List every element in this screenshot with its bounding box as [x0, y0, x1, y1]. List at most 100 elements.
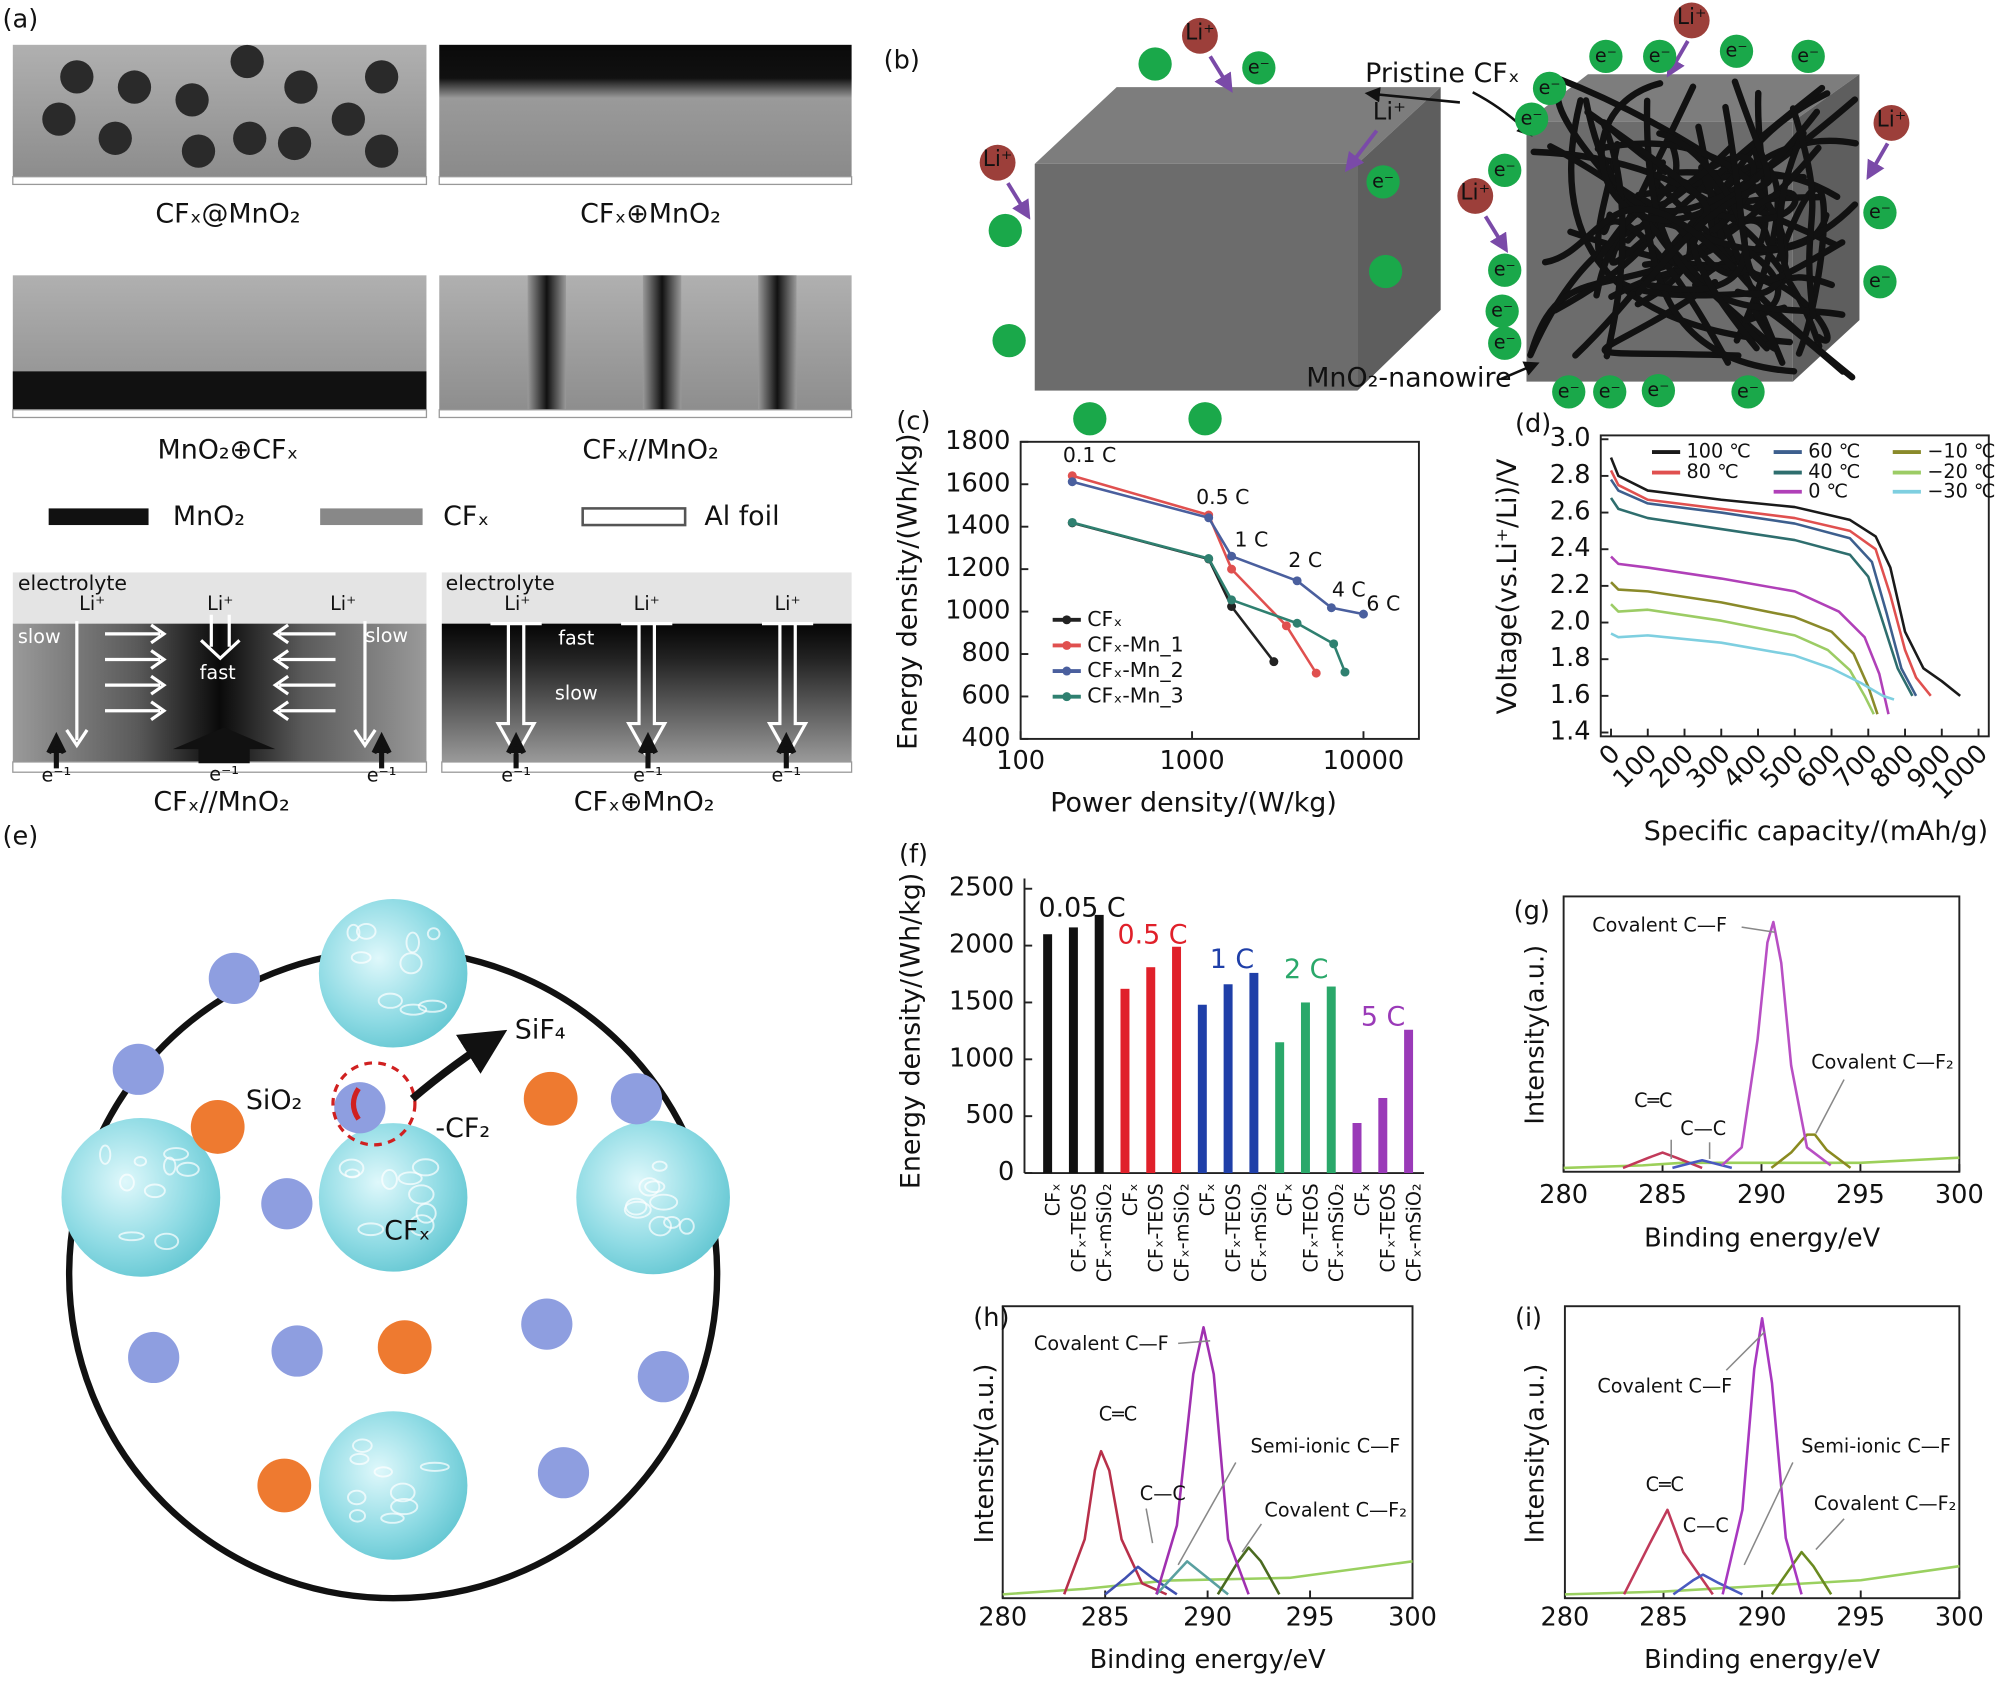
mno2-particle	[230, 44, 264, 79]
plot-frame	[1562, 895, 1961, 1173]
sphere-texture	[408, 1214, 435, 1237]
sphere-texture	[419, 1461, 450, 1472]
sio2-particle	[208, 952, 260, 1004]
x-axis-label: Binding energy/eV	[1644, 1645, 1881, 1675]
schematic-label: electrolyte	[446, 571, 555, 595]
sphere-texture	[408, 1184, 435, 1205]
ion-arrow	[105, 623, 167, 645]
series-line	[1610, 603, 1875, 715]
y-tick-label: 1500	[949, 986, 1014, 1016]
series-line	[1610, 555, 1890, 715]
electron-label: e⁻	[1494, 258, 1516, 281]
series-line	[1155, 1560, 1229, 1596]
annotation: Covalent C—F₂	[1811, 1050, 1953, 1073]
schematic-label: Li⁺	[330, 592, 356, 615]
leader-line	[1241, 1523, 1263, 1553]
legend-marker	[1062, 666, 1072, 676]
x-tick-label: CFₓ-mSiO₂	[1402, 1183, 1425, 1282]
cube-top	[1526, 74, 1860, 122]
electron-label: e⁻	[1521, 107, 1543, 130]
group-label: 1 C	[1210, 944, 1254, 975]
electron	[1514, 102, 1549, 136]
annotation: 2 C	[1288, 548, 1322, 572]
x-tick-label: 300	[1935, 1180, 1984, 1210]
annotation: C═C	[1099, 1403, 1137, 1426]
electron-arrow	[46, 731, 67, 769]
mno2-band	[758, 275, 797, 410]
x-axis-label: Power density/(W/kg)	[1050, 788, 1337, 819]
bar	[1043, 934, 1053, 1174]
y-tick-label: 2.0	[1550, 607, 1591, 637]
y-tick-label: 1200	[945, 553, 1010, 583]
legend-label: CFₓ	[1087, 607, 1122, 631]
annotation: C—C	[1680, 1117, 1726, 1140]
series-line	[1609, 497, 1914, 697]
legend-swatch	[581, 507, 687, 527]
schematic-label: slow	[555, 682, 598, 705]
y-tick-label: 1000	[949, 1043, 1014, 1073]
series-line	[1609, 457, 1961, 697]
annotation: Covalent C—F	[1597, 1374, 1732, 1397]
data-point	[1358, 609, 1368, 619]
panel-label: (d)	[1515, 409, 1551, 439]
sphere-texture	[346, 923, 361, 942]
electron-label: e⁻	[1558, 379, 1580, 402]
sio2-particle	[334, 1082, 386, 1134]
sphere-texture	[163, 1156, 177, 1176]
sphere-texture	[648, 1215, 672, 1237]
lithium-ion	[1873, 105, 1910, 141]
y-tick-label: 2.6	[1550, 497, 1591, 527]
panel-label: (a)	[3, 4, 39, 34]
schematic-label: e⁻¹	[367, 764, 397, 787]
leader-line	[1743, 1462, 1794, 1566]
al-foil	[438, 409, 853, 419]
ion-label: Li⁺	[1460, 180, 1490, 205]
electron	[1138, 47, 1172, 81]
ion-arrow	[199, 614, 241, 661]
sphere-texture	[352, 1438, 373, 1453]
diagram-label: SiO₂	[246, 1085, 302, 1116]
y-tick-label: 1.8	[1550, 643, 1591, 673]
y-tick-label: 500	[965, 1100, 1014, 1130]
bar	[1275, 1042, 1285, 1174]
nanowire	[1789, 105, 1817, 319]
sphere-texture	[651, 1160, 668, 1172]
electron	[1791, 39, 1825, 73]
bar	[1146, 967, 1156, 1174]
x-tick-label: 280	[1539, 1180, 1588, 1210]
series-line	[1609, 469, 1932, 697]
callout: MnO₂-nanowire	[1306, 363, 1511, 394]
x-tick-label: 290	[1183, 1603, 1232, 1633]
x-tick-label: 10000	[1323, 746, 1404, 776]
cube-top	[1034, 87, 1441, 164]
x-tick-label: CFₓ	[1042, 1183, 1065, 1216]
sphere-texture	[663, 1215, 681, 1229]
nanowire	[1541, 205, 1736, 271]
lithium-ion	[979, 144, 1016, 181]
annotation: Covalent C—F₂	[1814, 1492, 1956, 1515]
series-line	[1770, 1550, 1833, 1596]
data-point	[1227, 564, 1237, 574]
x-tick-label: CFₓ-TEOS	[1377, 1183, 1400, 1272]
electron-label: e⁻	[1595, 44, 1617, 67]
y-tick-label: 400	[962, 723, 1011, 753]
legend-label: CFₓ-Mn_1	[1087, 632, 1183, 657]
fluoride-particle	[523, 1071, 578, 1126]
electrolyte	[12, 572, 427, 624]
data-point	[1329, 639, 1339, 649]
sphere-texture	[357, 1222, 385, 1237]
nanowire	[1775, 185, 1828, 357]
electron-label: e⁻	[1491, 299, 1513, 322]
ion-arrow	[1006, 182, 1031, 220]
ion-label: Li⁺	[1185, 20, 1215, 45]
x-tick-label: 285	[1638, 1180, 1687, 1210]
reaction-mark	[350, 1087, 361, 1121]
cube-side	[1357, 87, 1441, 391]
cfx-sphere	[318, 1411, 468, 1560]
mno2-particle	[277, 126, 312, 161]
group-label: 2 C	[1284, 954, 1328, 985]
x-tick-label: CFₓ-mSiO₂	[1248, 1183, 1271, 1282]
data-point	[1227, 602, 1237, 611]
x-tick-label: 290	[1737, 1180, 1786, 1210]
electron-label: e⁻	[1494, 331, 1516, 354]
